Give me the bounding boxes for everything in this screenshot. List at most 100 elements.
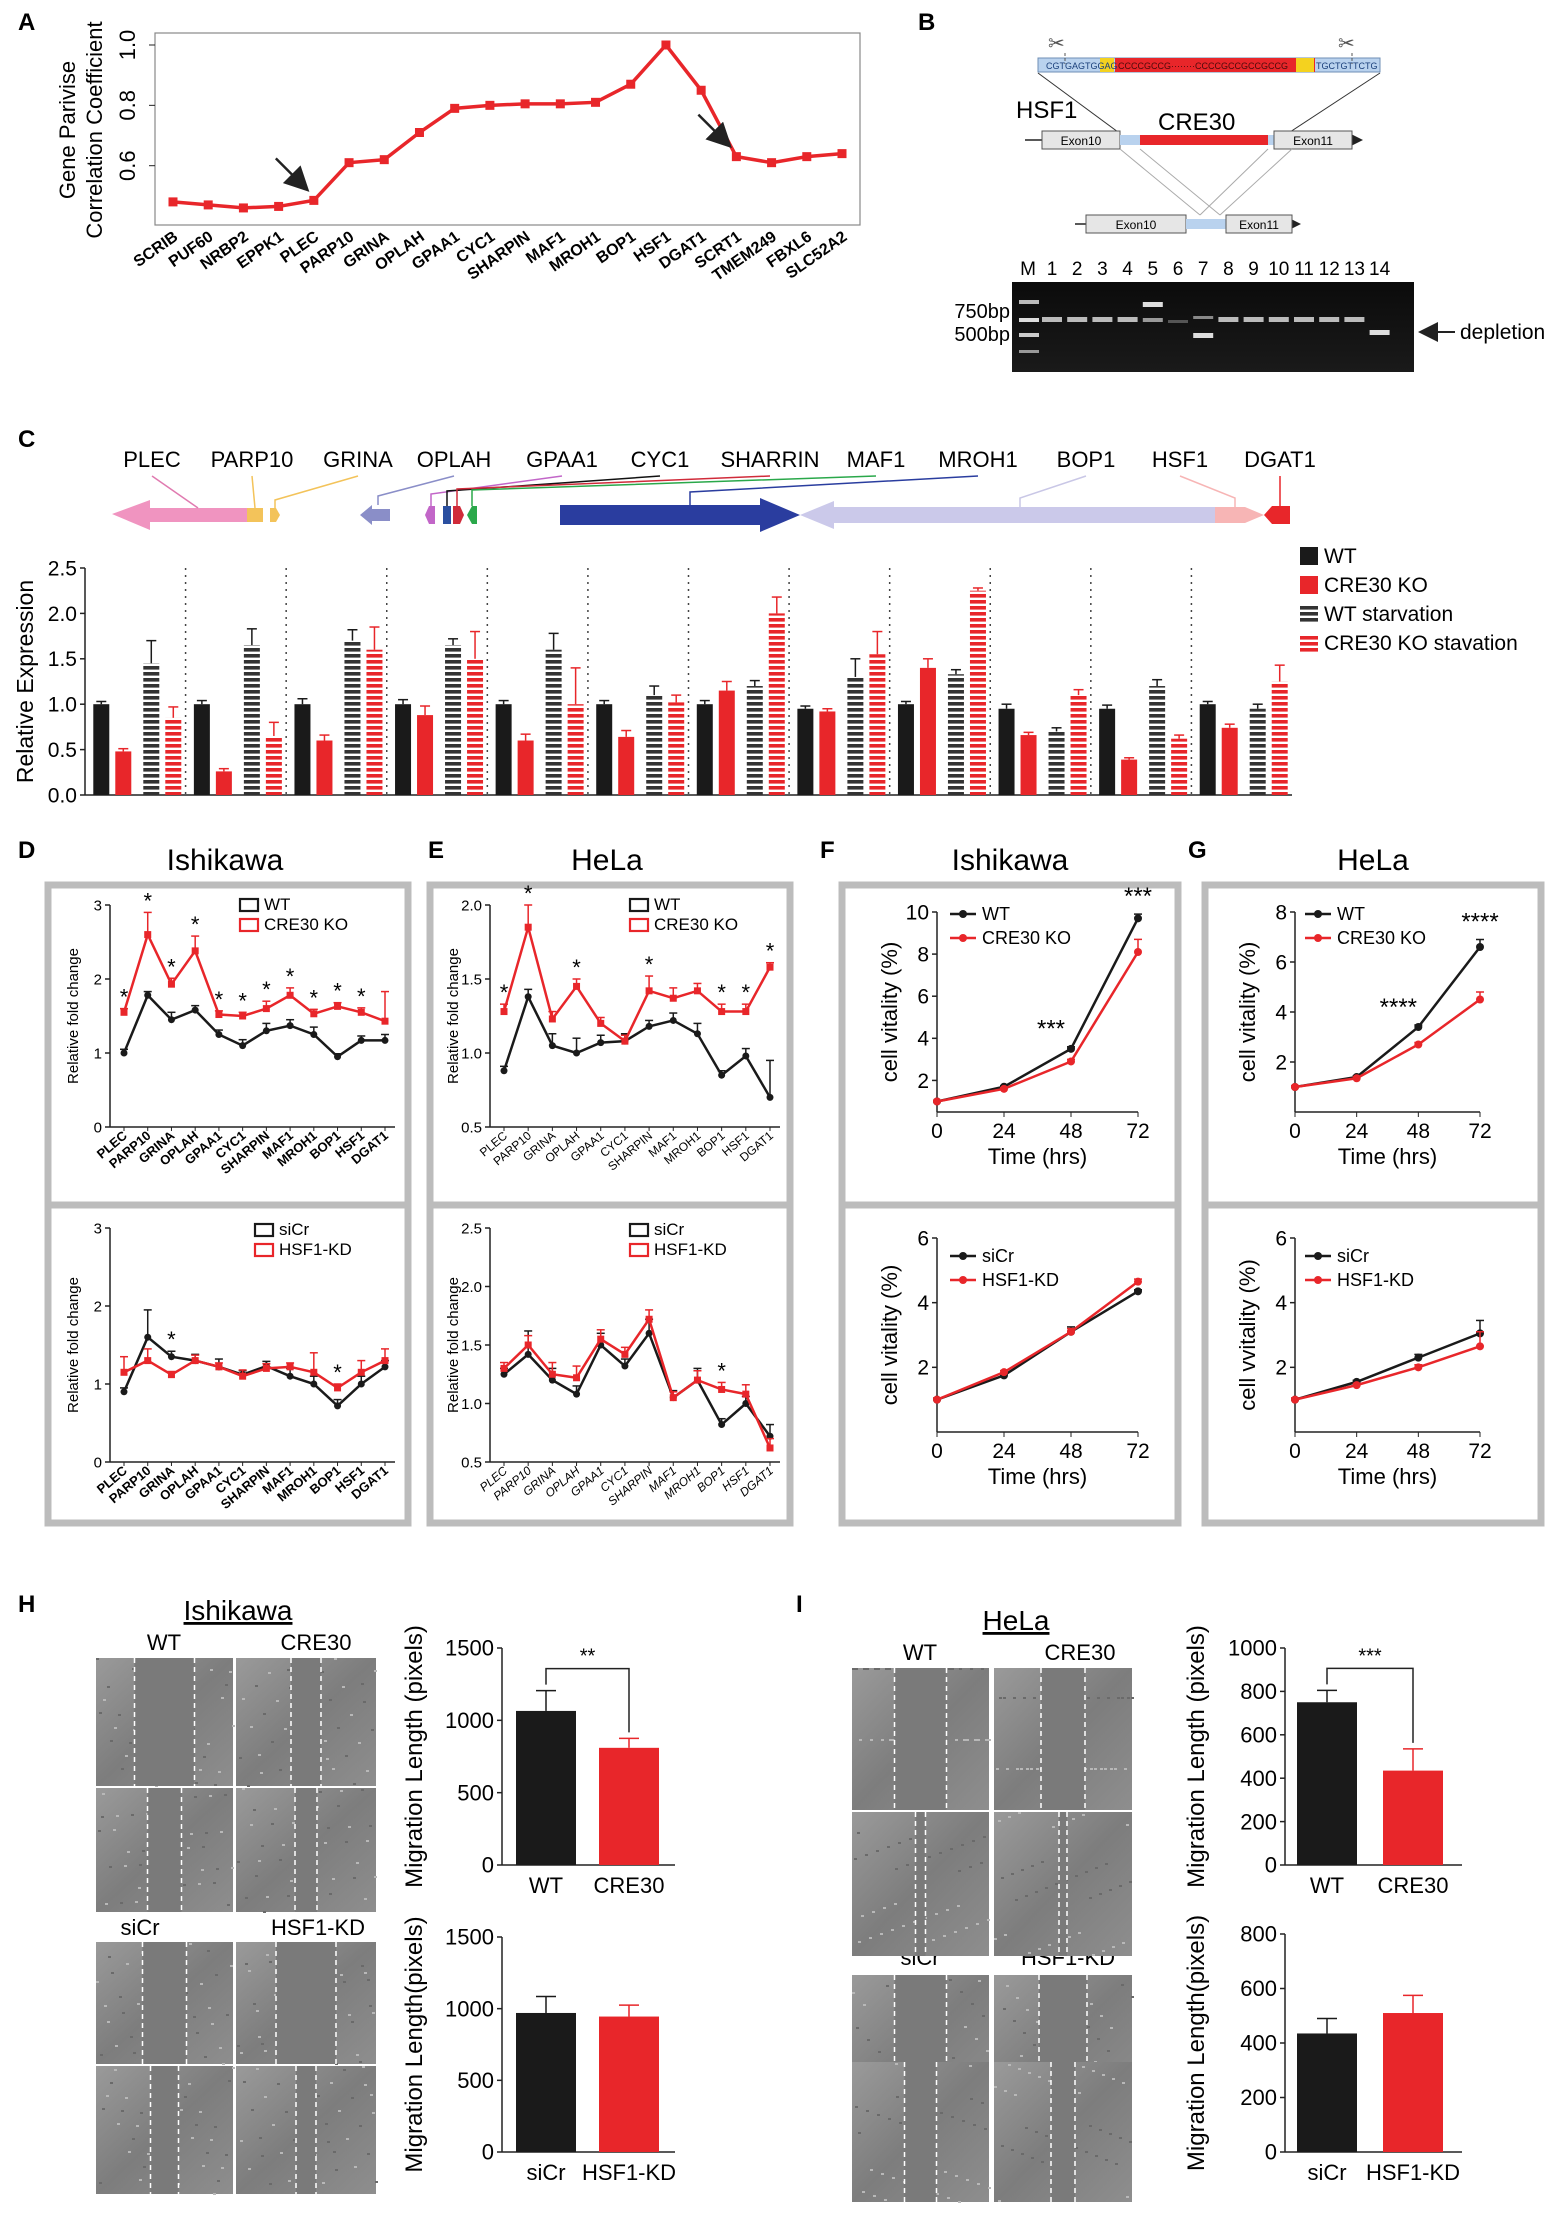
micrograph-texture	[996, 1768, 999, 1770]
chart-significance-star: *	[215, 987, 224, 1012]
micrograph-texture	[980, 1862, 983, 1864]
micrograph-texture	[969, 2065, 972, 2067]
micrograph-texture	[207, 1743, 210, 1745]
micrograph-texture	[333, 2151, 336, 2153]
panel-label-c: C	[18, 426, 35, 453]
chart-point	[357, 1008, 365, 1016]
deletion-line	[1119, 148, 1201, 216]
micrograph-texture	[242, 1698, 245, 1700]
panel-label-e: E	[428, 837, 444, 864]
micrograph-texture	[889, 1739, 892, 1741]
chart-xlabel: Time (hrs)	[1338, 1464, 1437, 1489]
micrograph-texture	[1107, 1697, 1110, 1699]
chart-f-top-ytick-label: 6	[917, 986, 929, 1009]
micrograph-texture	[107, 2021, 110, 2023]
title-g: HeLa	[1337, 844, 1409, 877]
micrograph-texture	[356, 1862, 359, 1864]
micrograph-texture	[936, 2193, 939, 2195]
micrograph-texture	[202, 2165, 205, 2167]
micrograph-texture	[1033, 1697, 1036, 1699]
chart-a-point	[379, 155, 389, 165]
chart-significance-star: *	[191, 912, 200, 937]
micrograph-texture	[1109, 1889, 1112, 1891]
micrograph-texture	[189, 1943, 192, 1945]
chart-e-bottom-ytick-label: 2.5	[461, 1220, 482, 1237]
gel-lane-label: 14	[1369, 259, 1391, 280]
chart-c-bar	[143, 663, 160, 795]
micrograph-texture	[1087, 1697, 1090, 1699]
micrograph-texture	[854, 1858, 857, 1860]
micrograph-texture	[259, 2137, 262, 2139]
micrograph-texture	[869, 1937, 872, 1939]
chart-point	[286, 991, 294, 999]
micrograph-texture	[201, 1869, 204, 1871]
micrograph-texture	[1105, 2159, 1108, 2161]
chart-xtick-label: 72	[1468, 1120, 1491, 1143]
chart-point	[500, 1008, 508, 1016]
micrograph-texture	[211, 2023, 214, 2025]
micrograph-texture	[98, 1830, 101, 1832]
micrograph-texture	[1110, 2027, 1113, 2029]
micrograph-texture	[374, 1876, 377, 1878]
chart-i-bottom-ytick-label: 600	[1240, 1976, 1277, 2001]
sequence-left: CGTGAGTGGAG	[1046, 61, 1118, 71]
micrograph-texture	[1092, 2070, 1095, 2072]
micrograph-texture	[866, 1668, 869, 1670]
chart-point	[310, 1368, 318, 1376]
chart-legend-marker	[1314, 910, 1322, 918]
micrograph-texture	[878, 2051, 881, 2053]
panel-label-g: G	[1188, 837, 1207, 864]
chart-point	[500, 1370, 508, 1378]
chart-a-point	[696, 85, 706, 95]
chart-a-point	[731, 152, 741, 162]
micrograph-texture	[250, 1726, 253, 1728]
chart-c-bar	[847, 676, 864, 795]
chart-c-bar	[395, 704, 412, 795]
chart-series-line	[936, 1280, 1139, 1401]
chart-significance-star: ***	[1037, 1016, 1065, 1043]
chart-bar	[516, 1710, 576, 1865]
micrograph-texture	[858, 2132, 861, 2134]
micrograph-texture	[114, 2069, 117, 2071]
gene-arrow-gpaa1	[425, 506, 435, 524]
micrograph-texture	[909, 1838, 912, 1840]
ko-exon11-box	[1225, 214, 1293, 234]
chart-point	[167, 1353, 175, 1361]
micrograph-texture	[229, 1671, 232, 1673]
chart-point	[718, 1008, 726, 1016]
gel-lane-label: 4	[1122, 259, 1133, 280]
micrograph-texture	[1036, 1768, 1039, 1770]
chart-c-ytick-label: 1.0	[48, 694, 77, 717]
chart-h-top: 0 500 1000 1500 Migration Length (pixels) WT C…	[401, 1625, 675, 1898]
micrograph-texture	[1082, 2066, 1085, 2068]
micrograph-texture	[116, 1815, 119, 1817]
micrograph-texture	[1006, 1768, 1009, 1770]
micrograph-texture	[885, 1668, 888, 1670]
chart-xtick-label: 24	[992, 1120, 1016, 1143]
micrograph-texture	[263, 1713, 266, 1715]
micrograph-texture	[122, 2012, 125, 2014]
chart-point	[766, 1444, 774, 1452]
micrograph-texture	[227, 1904, 230, 1906]
micrograph-texture	[103, 1699, 106, 1701]
wound-gap	[1059, 1812, 1067, 1956]
micrograph-texture	[221, 2167, 224, 2169]
chart-xtick-label: HSF1-KD	[582, 2160, 676, 2185]
gel-band	[1369, 330, 1390, 335]
panel-label-i: I	[796, 1591, 803, 1618]
micrograph-texture	[866, 2110, 869, 2112]
micrograph-texture	[226, 2014, 229, 2016]
chart-point	[357, 1380, 365, 1388]
chart-legend-swatch	[253, 1242, 275, 1258]
chart-g-top-ytick-label: 2	[1275, 1051, 1287, 1074]
gene-arrow-dgat1	[1264, 506, 1290, 524]
gene-arrow-sharpin	[453, 506, 464, 524]
micrograph-texture	[944, 2171, 947, 2173]
chart-g-top-ytick-label: 8	[1275, 901, 1287, 924]
micrograph-texture	[266, 1896, 269, 1898]
micrograph-texture	[1089, 1897, 1092, 1899]
deletion-line	[1219, 148, 1293, 216]
micrograph-texture	[348, 2014, 351, 2016]
